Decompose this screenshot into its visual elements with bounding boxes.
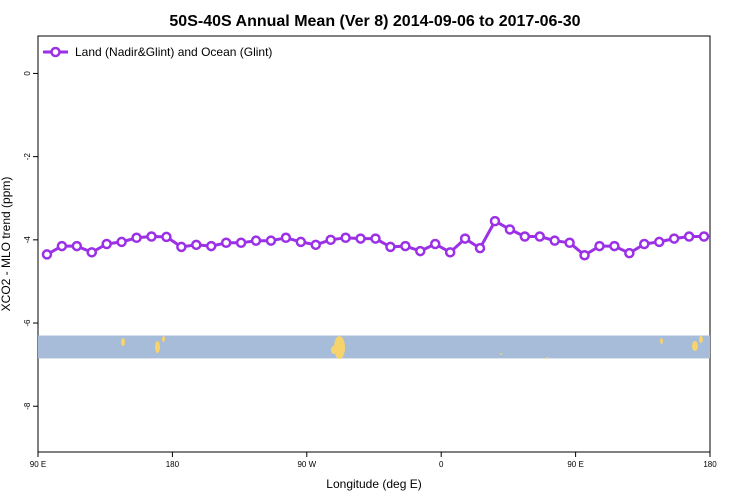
data-point	[370, 233, 381, 244]
data-point	[310, 239, 322, 251]
data-point	[116, 236, 127, 248]
data-point	[41, 249, 53, 260]
data-point	[534, 231, 546, 242]
y-axis-label: XCO2 - MLO trend (ppm)	[0, 177, 13, 312]
data-point	[609, 240, 620, 252]
data-point	[176, 241, 187, 253]
data-point	[564, 237, 575, 249]
data-point	[220, 237, 232, 249]
data-point	[400, 240, 411, 252]
y-tick-label: 0	[23, 71, 32, 76]
data-point	[56, 240, 68, 252]
legend: Land (Nadir&Glint) and Ocean (Glint)	[43, 45, 272, 59]
data-point	[385, 241, 396, 253]
data-point	[325, 234, 336, 246]
data-point	[235, 237, 247, 249]
land-patch	[692, 341, 698, 351]
data-point	[549, 235, 560, 246]
data-point	[683, 231, 695, 242]
series-layer	[41, 215, 710, 261]
x-tick-label: 180	[703, 460, 717, 469]
x-tick-label: 90 W	[297, 460, 316, 469]
legend-label: Land (Nadir&Glint) and Ocean (Glint)	[75, 45, 272, 59]
data-point	[191, 239, 202, 251]
data-point	[131, 232, 142, 244]
x-tick-label: 0	[439, 460, 444, 469]
land-ocean-band	[38, 335, 710, 359]
data-point	[698, 231, 710, 242]
x-axis-label: Longitude (deg E)	[326, 477, 421, 491]
data-point	[101, 238, 112, 250]
data-point	[519, 231, 531, 242]
x-tick-label: 180	[166, 460, 180, 469]
land-patch	[162, 336, 165, 342]
data-point	[415, 245, 426, 257]
y-tick-label: -8	[23, 402, 32, 410]
legend-marker	[50, 46, 61, 58]
chart-title: 50S-40S Annual Mean (Ver 8) 2014-09-06 t…	[169, 13, 580, 30]
data-point	[250, 235, 262, 246]
data-point	[280, 232, 292, 244]
data-point	[355, 233, 366, 244]
land-patch	[334, 336, 345, 359]
x-tick-label: 90 E	[30, 460, 46, 469]
y-axis: 0 -2 -4 -6 -8	[23, 71, 38, 410]
data-point	[146, 231, 157, 242]
data-point	[579, 249, 590, 261]
land-patch	[155, 341, 160, 353]
data-point	[340, 232, 351, 244]
data-point	[295, 236, 307, 248]
land-patch	[500, 353, 502, 355]
data-point	[205, 240, 217, 252]
y-tick-label: -6	[23, 319, 32, 327]
data-point	[474, 242, 486, 254]
plot-frame	[37, 35, 711, 453]
data-point	[504, 224, 516, 235]
data-point	[459, 233, 471, 244]
data-point	[489, 215, 501, 227]
data-point	[653, 236, 665, 248]
ocean-band	[38, 335, 710, 359]
land-patch	[660, 338, 663, 344]
land-patch	[121, 338, 125, 346]
data-point	[161, 231, 172, 243]
y-tick-label: -2	[23, 153, 32, 161]
data-point	[265, 235, 277, 246]
data-point	[444, 247, 456, 258]
land-patch	[331, 346, 336, 354]
data-point	[624, 247, 635, 259]
data-point	[429, 238, 441, 250]
y-tick-label: -4	[23, 236, 32, 244]
data-point	[594, 240, 605, 252]
land-patch	[546, 357, 548, 359]
data-point	[86, 247, 98, 258]
data-point	[71, 240, 83, 252]
data-point	[668, 233, 680, 244]
x-axis: 90 E 180 90 W 0 90 E 180	[30, 452, 717, 469]
data-point	[639, 238, 650, 250]
land-patch	[699, 336, 703, 343]
x-tick-label: 90 E	[567, 460, 583, 469]
